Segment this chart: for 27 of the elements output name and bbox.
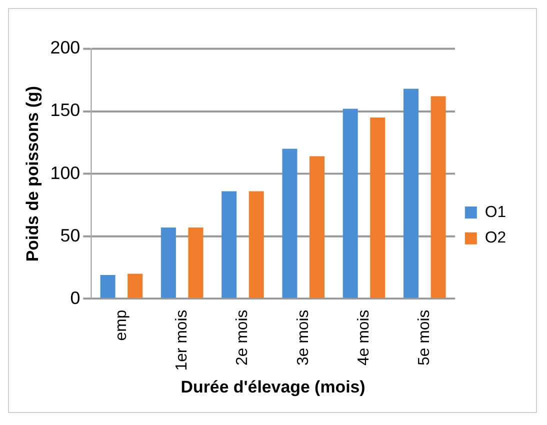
y-axis-title: Poids de poissons (g)	[22, 86, 42, 262]
x-tick-label: emp	[112, 310, 130, 341]
x-tick-label: 2e mois	[234, 310, 252, 366]
bar	[282, 148, 298, 298]
bar	[128, 274, 143, 298]
x-tick-label: 4e mois	[355, 310, 372, 366]
legend-label: O2	[484, 230, 506, 247]
y-tick-label: 0	[70, 288, 80, 308]
y-tick-label: 100	[50, 162, 80, 183]
bar	[430, 96, 446, 298]
legend-label: O1	[484, 204, 506, 221]
bar	[222, 191, 237, 298]
bar	[188, 228, 204, 298]
bar	[403, 88, 419, 298]
x-axis-title: Durée d'élevage (mois)	[180, 378, 366, 397]
bar	[100, 275, 116, 298]
bar	[342, 108, 358, 298]
y-tick-label: 150	[50, 100, 80, 120]
y-tick-label: 200	[50, 38, 80, 58]
x-tick-label: 5e mois	[416, 310, 434, 366]
bar	[248, 191, 264, 298]
bar	[370, 118, 386, 298]
x-tick-label: 1er mois	[173, 310, 190, 371]
x-tick-label: 3e mois	[294, 310, 312, 366]
y-tick-label: 50	[60, 225, 80, 246]
bar	[310, 156, 325, 298]
bar	[160, 228, 176, 298]
